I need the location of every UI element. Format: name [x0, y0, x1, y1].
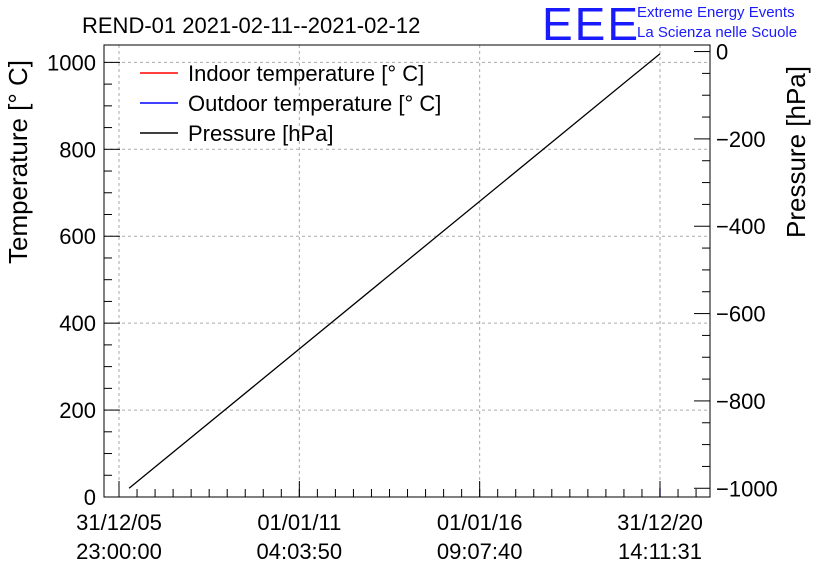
x-tick-label-date: 31/12/05 — [76, 510, 162, 535]
y-axis-right: −1000 −800 −600 −400 −200 0 — [694, 40, 778, 501]
eee-logo: EEE — [542, 0, 640, 50]
y-tick-label: 400 — [59, 311, 96, 336]
y2-tick-label: −400 — [716, 214, 766, 239]
y2-tick-label: 0 — [716, 40, 728, 65]
logo-subtitle-1: Extreme Energy Events — [637, 4, 795, 21]
legend-label: Outdoor temperature [° C] — [188, 91, 441, 116]
x-tick-label-date: 01/01/11 — [257, 510, 341, 535]
x-tick-label-time: 04:03:50 — [257, 539, 343, 564]
y2-tick-label: −1000 — [716, 476, 778, 501]
x-tick-label-time: 23:00:00 — [76, 539, 162, 564]
x-tick-label-time: 14:11:31 — [618, 539, 702, 564]
y-tick-label: 800 — [59, 137, 96, 162]
y2-tick-label: −800 — [716, 389, 766, 414]
grid — [104, 45, 710, 497]
x-tick-label-date: 31/12/20 — [617, 510, 703, 535]
x-tick-label-time: 09:07:40 — [437, 539, 523, 564]
x-axis: 31/12/05 23:00:00 01/01/11 04:03:50 01/01/16… — [76, 481, 703, 564]
plot-frame — [103, 44, 711, 498]
x-tick-label-date: 01/01/16 — [437, 510, 523, 535]
y-tick-label: 0 — [84, 485, 96, 510]
y-tick-label: 600 — [59, 224, 96, 249]
legend-label: Indoor temperature [° C] — [188, 61, 424, 86]
y-axis-title: Temperature [° C] — [3, 60, 33, 264]
y-tick-label: 1000 — [47, 50, 96, 75]
legend: Indoor temperature [° C] Outdoor temperat… — [140, 61, 441, 146]
y-tick-label: 200 — [59, 398, 96, 423]
series-line-2 — [128, 53, 661, 489]
y2-tick-label: −600 — [716, 302, 766, 327]
y-axis-left: 0 200 400 600 800 1000 — [47, 50, 120, 510]
logo-subtitle-2: La Scienza nelle Scuole — [637, 24, 798, 41]
chart-title: REND-01 2021-02-11--2021-02-12 — [82, 13, 420, 38]
legend-label: Pressure [hPa] — [188, 121, 334, 146]
y2-tick-label: −200 — [716, 127, 766, 152]
y2-axis-title: Pressure [hPa] — [781, 66, 811, 238]
